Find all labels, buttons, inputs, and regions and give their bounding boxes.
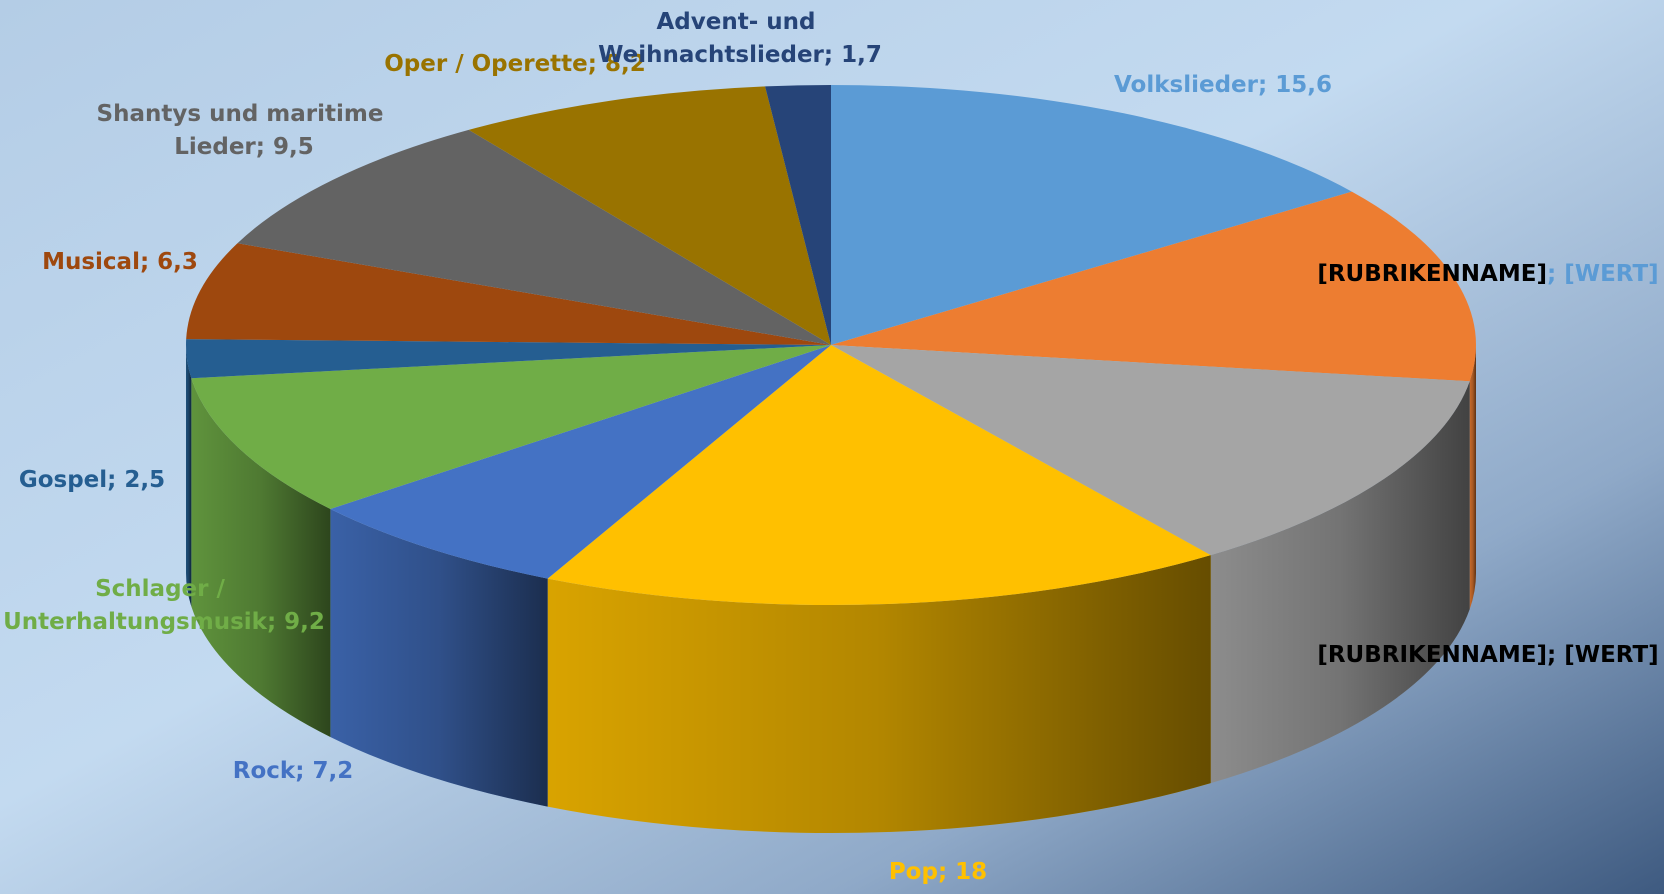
- data-label-value: [WERT]: [1564, 261, 1658, 287]
- data-label-separator: ;: [1547, 261, 1564, 287]
- data-label: [RUBRIKENNAME]; [WERT]: [1317, 642, 1658, 668]
- data-label-separator: ;: [107, 467, 124, 493]
- data-label: Volkslieder; 15,6: [1114, 72, 1332, 98]
- label-line: Weihnachtslieder: [598, 42, 824, 68]
- label-line: Schlager /: [95, 576, 233, 602]
- label-line: Advent- und: [657, 9, 824, 35]
- data-label: Pop; 18: [889, 859, 987, 885]
- data-label-text: [RUBRIKENNAME]; [WERT]: [1317, 261, 1658, 287]
- data-label-separator: ;: [938, 859, 955, 885]
- data-label-value: 8,2: [605, 51, 646, 77]
- data-label-text: Gospel; 2,5: [19, 467, 165, 493]
- slice: [191, 345, 831, 509]
- slice: [186, 243, 832, 345]
- data-label-value: 9,2: [284, 609, 325, 635]
- data-label-text: [RUBRIKENNAME]; [WERT]: [1317, 642, 1658, 668]
- data-label-category: Shantys und maritime Lieder: [97, 101, 392, 160]
- slice-side-shade: [1469, 345, 1476, 610]
- data-label-text: Musical; 6,3: [42, 249, 198, 275]
- data-label-category: Volkslieder: [1114, 72, 1259, 98]
- data-label: Shantys und maritime Lieder; 9,5: [97, 101, 392, 160]
- data-label-text: Oper / Operette; 8,2: [384, 51, 646, 77]
- data-label-text: Shantys und maritime Lieder; 9,5: [97, 101, 392, 160]
- data-label-text: Pop; 18: [889, 859, 987, 885]
- data-label-value: 18: [955, 859, 987, 885]
- slice-side-shade: [1210, 381, 1470, 784]
- data-label-value: 2,5: [124, 467, 165, 493]
- data-label-text: Advent- und Weihnachtslieder; 1,7: [598, 9, 882, 68]
- data-label-value: [WERT]: [1564, 642, 1658, 668]
- data-label: Musical; 6,3: [42, 249, 198, 275]
- data-label-value: 6,3: [157, 249, 198, 275]
- label-line: Lieder: [174, 134, 256, 160]
- data-label-separator: ;: [267, 609, 284, 635]
- slice-side-shade: [191, 378, 331, 737]
- slice: [237, 129, 832, 345]
- data-label-separator: ;: [140, 249, 157, 275]
- data-label-text: Schlager / Unterhaltungsmusik; 9,2: [3, 576, 325, 635]
- data-label: [RUBRIKENNAME]; [WERT]: [1317, 261, 1658, 287]
- slice-sides: [186, 345, 1476, 833]
- slice: [186, 339, 831, 379]
- data-label-separator: ;: [1258, 72, 1275, 98]
- data-label-category: Pop: [889, 859, 938, 885]
- label-line: Unterhaltungsmusik: [3, 609, 268, 635]
- data-label-category: Schlager / Unterhaltungsmusik: [3, 576, 268, 635]
- label-line: Shantys und maritime: [97, 101, 392, 127]
- data-label-separator: ;: [1547, 642, 1564, 668]
- slice: [831, 191, 1477, 382]
- slice: [547, 345, 1211, 605]
- data-label-value: 7,2: [312, 758, 353, 784]
- data-label: Oper / Operette; 8,2: [384, 51, 646, 77]
- data-label-separator: ;: [824, 42, 841, 68]
- data-label-category: Oper / Operette: [384, 51, 588, 77]
- data-label-value: 9,5: [273, 134, 314, 160]
- data-label-text: Rock; 7,2: [233, 758, 353, 784]
- data-label-category: [RUBRIKENNAME]: [1317, 642, 1547, 668]
- data-label: Rock; 7,2: [233, 758, 353, 784]
- data-label-category: Gospel: [19, 467, 107, 493]
- data-label-value: 15,6: [1275, 72, 1332, 98]
- data-label-separator: ;: [588, 51, 605, 77]
- data-label-separator: ;: [256, 134, 273, 160]
- data-label-text: Volkslieder; 15,6: [1114, 72, 1332, 98]
- data-label: Gospel; 2,5: [19, 467, 165, 493]
- slice: [468, 86, 831, 345]
- data-label-category: Rock: [233, 758, 296, 784]
- slice: [765, 85, 831, 345]
- data-label: Advent- und Weihnachtslieder; 1,7: [598, 9, 882, 68]
- data-label: Schlager / Unterhaltungsmusik; 9,2: [3, 576, 325, 635]
- slice-side-shade: [186, 345, 192, 607]
- slice-side-shade: [330, 508, 548, 807]
- slice: [831, 85, 1352, 345]
- data-label-category: [RUBRIKENNAME]: [1317, 261, 1547, 287]
- slice: [330, 345, 831, 579]
- data-label-category: Musical: [42, 249, 140, 275]
- data-label-value: 1,7: [841, 42, 882, 68]
- slice-tops: [186, 85, 1477, 605]
- slice-side-shade: [547, 555, 1211, 833]
- data-label-separator: ;: [295, 758, 312, 784]
- slice: [831, 345, 1470, 556]
- data-label-category: Advent- und Weihnachtslieder: [598, 9, 824, 68]
